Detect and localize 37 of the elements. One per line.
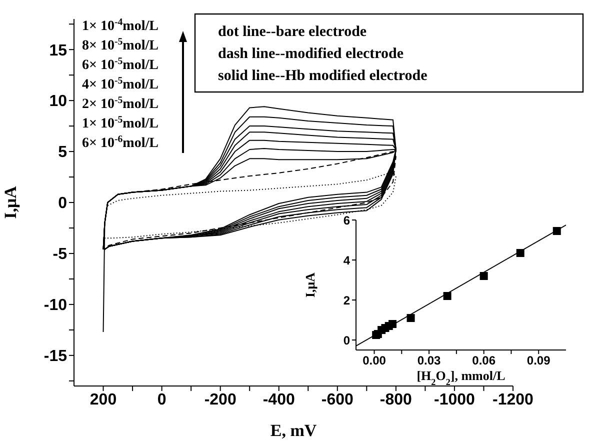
annotation: 8× 10$^{-5}$mol/L [82,36,158,54]
x-tick-label: -200 [204,391,236,408]
y-tick-label: 5 [58,144,68,162]
y-tick-label: 2 [343,293,350,308]
y-tick-label: 15 [49,42,68,60]
annotation: dash line--modified electrode [218,46,404,62]
x-tick-label: -600 [321,391,354,408]
annotation: 1× 10$^{-5}$mol/L [82,114,158,132]
annotation: 6× 10$^{-5}$mol/L [82,56,158,73]
y-tick-label: 6 [343,213,350,228]
x-tick-label: 0.06 [472,354,496,368]
annotation: 2× 10$^{-5}$mol/L [82,94,158,112]
annotation: dot line--bare electrode [218,24,367,40]
y-tick-label: 0 [343,333,350,348]
x-tick-label: 200 [90,391,117,408]
x-axis-title: [H$_{2}$O$_{2}$], mmol/L [416,368,506,387]
x-tick-label: -800 [380,391,412,408]
y-axis-title: I,μA [302,272,318,298]
y-tick-label: -15 [44,348,68,366]
y-tick-label: 0 [58,195,68,212]
annotation: 1× 10$^{-4}$mol/L [82,16,158,34]
annotation: 4× 10$^{-5}$mol/L [82,75,158,92]
x-tick-label: 0.03 [417,354,442,368]
x-tick-label: -1000 [434,391,476,408]
annotation: solid line--Hb modified electrode [218,68,428,84]
y-tick-label: 10 [49,93,68,110]
y-tick-label: -10 [44,297,68,314]
x-axis-title: E, mV [270,421,318,440]
x-tick-label: 0 [157,391,166,408]
x-tick-label: -1200 [492,391,534,408]
y-axis-title: I,μA [1,185,20,219]
x-tick-label: 0.00 [362,354,386,368]
annotation: 6× 10$^{-6}$mol/L [82,134,158,151]
x-tick-label: 0.09 [526,354,551,368]
y-tick-label: 4 [343,253,350,268]
y-tick-label: -5 [52,246,68,264]
x-tick-label: -400 [262,391,295,408]
